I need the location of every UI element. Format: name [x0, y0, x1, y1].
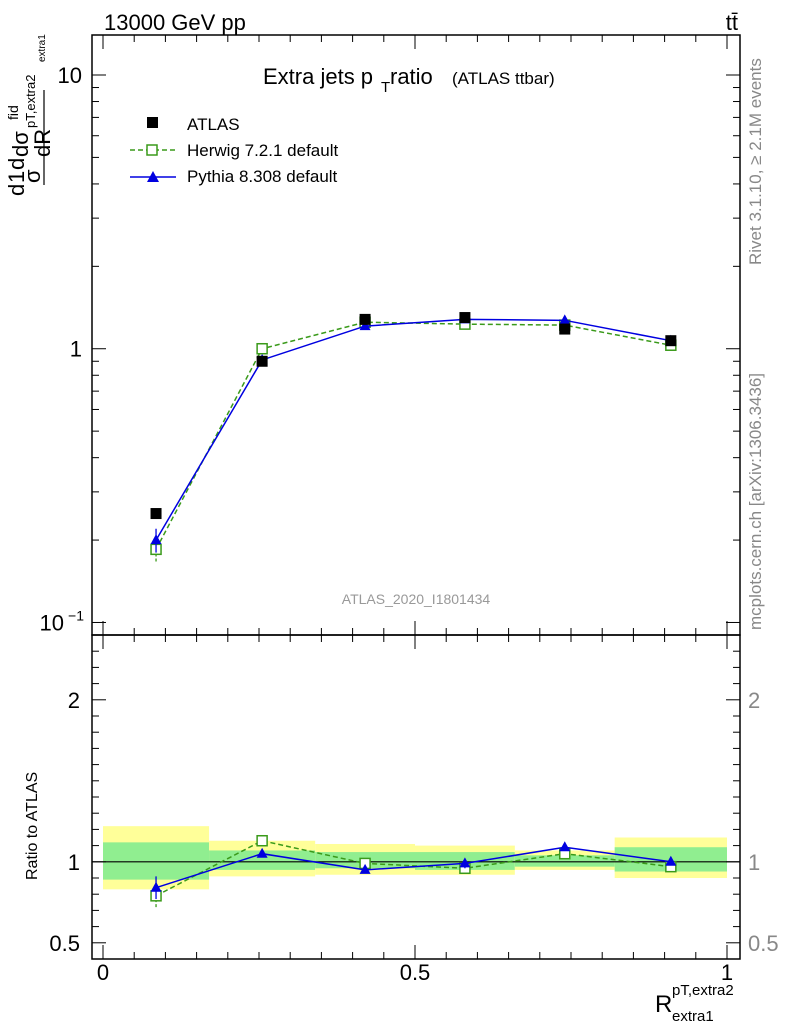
ratio-y-tick-label-right: 1 [748, 850, 760, 875]
mcplots-label: mcplots.cern.ch [arXiv:1306.3436] [746, 373, 765, 630]
title-main: Extra jets p [263, 64, 373, 89]
y-tick-label: 10 [58, 63, 82, 88]
ratio-curves [150, 834, 677, 908]
ratio-pythia-point [459, 857, 471, 868]
atlas-point [459, 312, 471, 324]
pythia-point [359, 320, 371, 331]
xlabel-sup: pT,extra2 [672, 982, 734, 999]
legend-pythia-label: Pythia 8.308 default [187, 167, 338, 186]
y-tick-label: 1 [70, 337, 82, 362]
x-tick-label: 1 [721, 960, 733, 985]
ratio-ticks: 0.5 0.5 1 1 2 2 0 0.5 1 [49, 634, 779, 985]
legend-atlas-marker [147, 117, 158, 128]
ratio-panel: 0.5 0.5 1 1 2 2 0 0.5 1 Ratio to ATLAS [24, 634, 779, 985]
ylabel-fid: fid [5, 105, 21, 120]
ratio-ylabel: Ratio to ATLAS [24, 772, 41, 880]
analysis-id-label: ATLAS_2020_I1801434 [342, 591, 491, 607]
pythia-point [559, 314, 571, 325]
ylabel-one: 1 [4, 171, 29, 183]
main-curves [150, 312, 677, 562]
y-tick-exponent: −1 [68, 607, 84, 623]
ylabel-dr: dR [30, 129, 55, 157]
legend-pythia-marker [147, 171, 159, 182]
x-tick-label: 0 [97, 960, 109, 985]
ratio-pythia-line [155, 846, 671, 889]
ratio-pythia-point [359, 863, 371, 874]
herwig-point [256, 342, 268, 355]
rivet-version-label: Rivet 3.1.10, ≥ 2.1M events [746, 58, 765, 265]
y-tick-label: 10 [40, 610, 64, 635]
ratio-frame [91, 634, 741, 960]
atlas-point [559, 323, 571, 335]
title-sub: T [381, 79, 390, 96]
ratio-pythia-point [665, 855, 677, 866]
pythia-point [150, 534, 162, 545]
ylabel-sigma: σ [20, 169, 45, 183]
title-paren: (ATLAS ttbar) [452, 69, 555, 88]
ratio-pythia-point [256, 847, 268, 858]
ratio-herwig-point [256, 834, 268, 847]
legend: ATLAS Herwig 7.2.1 default Pythia 8.308 … [130, 115, 338, 186]
plot-title: Extra jets p T ratio (ATLAS ttbar) [263, 64, 555, 96]
process-label: tt̄ [726, 10, 738, 35]
pythia-line [155, 318, 671, 541]
legend-atlas-label: ATLAS [187, 115, 240, 134]
ylabel-d-prefix: d [4, 184, 29, 196]
xlabel: R pT,extra2 extra1 [655, 982, 734, 1024]
legend-herwig-label: Herwig 7.2.1 default [187, 141, 338, 160]
atlas-point [150, 508, 162, 520]
xlabel-main: R [655, 991, 672, 1018]
atlas-point [256, 355, 268, 367]
ratio-y-tick-label-right: 0.5 [748, 931, 779, 956]
atlas-point [665, 335, 677, 347]
ratio-band-inner [514, 855, 615, 867]
main-ylabel: d 1 σ d dσ dR fid pT,extra2 extra1 [4, 34, 55, 196]
energy-label: 13000 GeV pp [104, 10, 246, 35]
ylabel-dsigma: dσ [8, 131, 33, 157]
ylabel-sub2: extra1 [37, 34, 48, 62]
ratio-pythia-point [150, 881, 162, 892]
ylabel-d: d [4, 158, 29, 170]
ratio-y-tick-label: 1 [68, 850, 80, 875]
ratio-pythia-point [559, 841, 571, 852]
ratio-y-tick-label: 2 [68, 688, 80, 713]
title-tail: ratio [390, 64, 433, 89]
ratio-band-inner [103, 842, 210, 880]
legend-herwig-marker [146, 144, 158, 156]
xlabel-sub: extra1 [672, 1008, 714, 1024]
ratio-y-tick-label: 0.5 [49, 931, 80, 956]
herwig-line [155, 321, 671, 550]
ylabel-sub: pT,extra2 [23, 75, 38, 128]
atlas-point [359, 313, 371, 325]
ratio-y-tick-label-right: 2 [748, 688, 760, 713]
x-tick-label: 0.5 [400, 960, 431, 985]
ratio-herwig-line [155, 839, 671, 897]
